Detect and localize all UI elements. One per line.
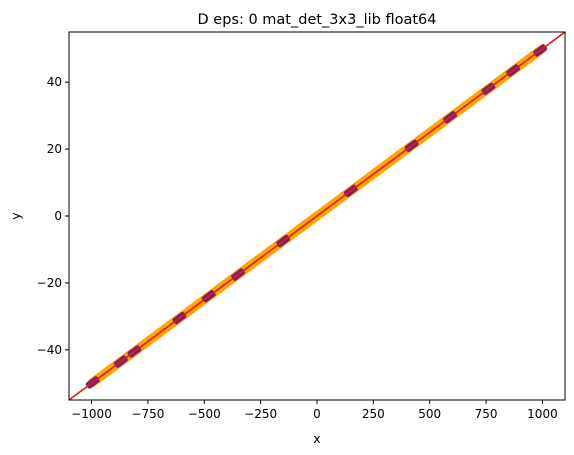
- y-tick-label: 20: [47, 142, 62, 156]
- series-layer: [69, 32, 565, 400]
- x-tick-label: 500: [418, 407, 441, 421]
- x-tick-label: −750: [131, 407, 164, 421]
- x-tick-label: −500: [188, 407, 221, 421]
- y-axis-label: y: [8, 212, 23, 220]
- x-tick-label: 250: [362, 407, 385, 421]
- x-tick-label: 1000: [527, 407, 558, 421]
- x-tick-label: −250: [244, 407, 277, 421]
- x-tick-label: −1000: [71, 407, 112, 421]
- x-axis-ticks: −1000 −750 −500 −250 0 250 500 750 1000: [71, 400, 558, 421]
- chart-title: D eps: 0 mat_det_3x3_lib float64: [198, 12, 437, 28]
- reference-line: [69, 32, 565, 400]
- x-tick-label: 0: [313, 407, 321, 421]
- x-axis-label: x: [313, 431, 320, 446]
- x-tick-label: 750: [475, 407, 498, 421]
- y-tick-label: 40: [47, 75, 62, 89]
- y-tick-label: −40: [37, 343, 62, 357]
- y-tick-label: 0: [54, 209, 62, 223]
- y-axis-ticks: −40 −20 0 20 40: [37, 75, 69, 357]
- y-tick-label: −20: [37, 276, 62, 290]
